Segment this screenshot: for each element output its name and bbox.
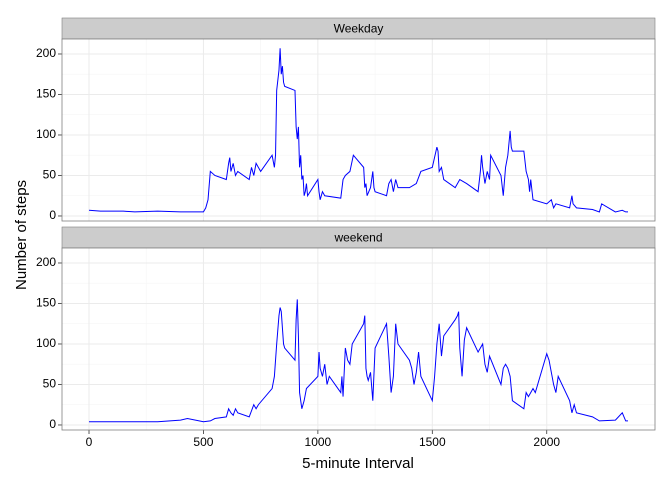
strip-label: weekend: [333, 231, 382, 245]
strip-label: Weekday: [334, 22, 384, 36]
y-tick-label: 200: [36, 46, 56, 60]
x-tick-label: 500: [193, 435, 213, 449]
y-axis-title: Number of steps: [13, 180, 30, 290]
y-tick-label: 100: [36, 336, 56, 350]
y-tick-label: 0: [49, 208, 56, 222]
panel: [62, 39, 655, 221]
panel-border: [61, 38, 656, 222]
y-tick-label: 150: [36, 87, 56, 101]
y-tick-label: 50: [43, 168, 57, 182]
line: [88, 48, 628, 213]
x-tick-label: 0: [86, 435, 93, 449]
line: [89, 299, 628, 423]
y-tick-label: 200: [36, 255, 56, 269]
y-tick-label: 50: [43, 377, 57, 391]
x-tick-label: 2000: [533, 435, 560, 449]
x-tick-label: 1500: [419, 435, 446, 449]
x-tick-label: 1000: [305, 435, 332, 449]
y-tick-label: 150: [36, 296, 56, 310]
x-axis-title: 5-minute Interval: [302, 455, 414, 472]
panel: [62, 248, 655, 430]
y-tick-label: 0: [49, 417, 56, 431]
panel-border: [61, 247, 656, 431]
y-tick-label: 100: [36, 127, 56, 141]
